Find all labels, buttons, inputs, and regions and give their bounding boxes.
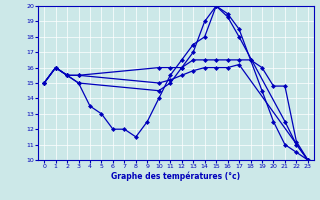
X-axis label: Graphe des températures (°c): Graphe des températures (°c): [111, 172, 241, 181]
